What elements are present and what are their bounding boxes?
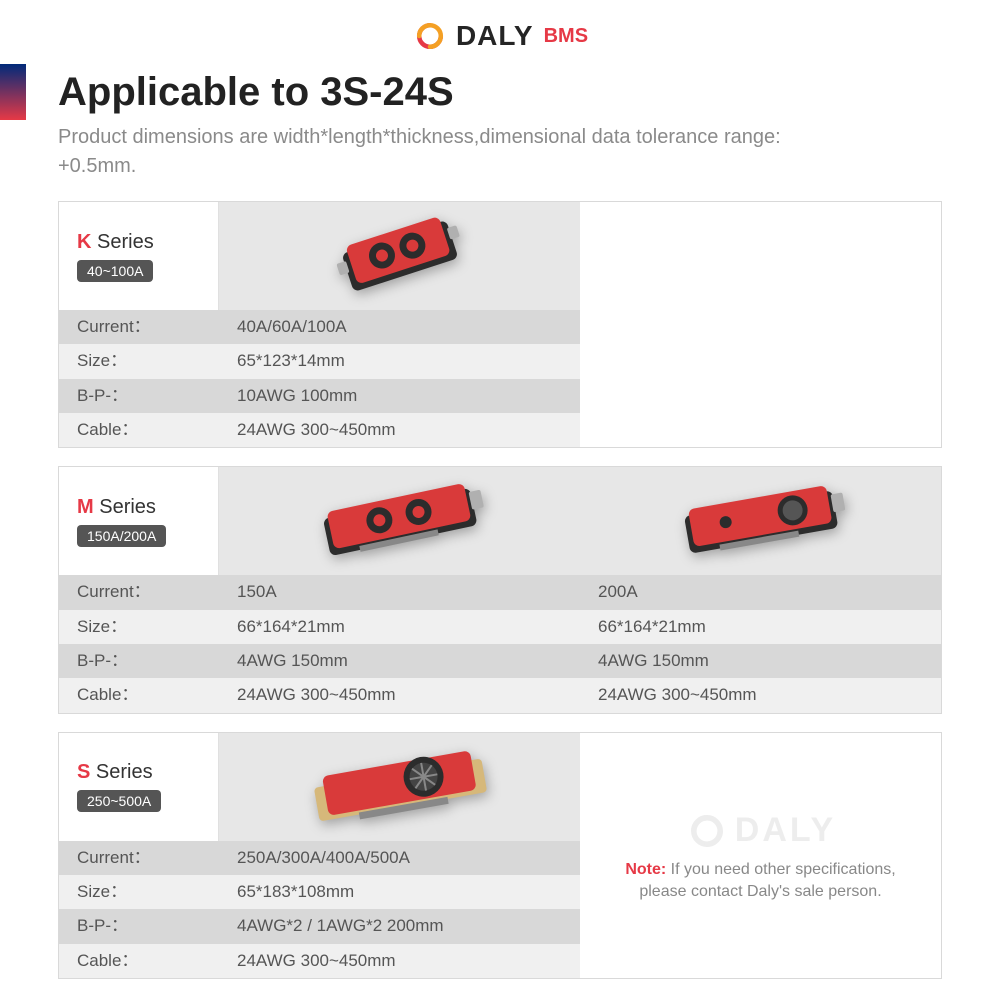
row-label: Cable： — [59, 678, 219, 712]
series-word: Series — [99, 496, 156, 518]
series-range-pill: 150A/200A — [77, 525, 166, 547]
product-image-s — [219, 733, 580, 841]
series-letter: M — [77, 496, 94, 518]
row-label: Size： — [59, 875, 219, 909]
row-label: Cable： — [59, 413, 219, 447]
spec-value: 24AWG 300~450mm — [219, 413, 580, 447]
series-letter: S — [77, 761, 90, 783]
watermark-logo: DALY — [685, 807, 836, 855]
spec-value: 65*183*108mm — [219, 875, 580, 909]
spec-value: 4AWG 150mm — [580, 644, 941, 678]
spec-value: 150A — [219, 575, 580, 609]
spec-value: 4AWG 150mm — [219, 644, 580, 678]
series-card-m: M Series 150A/200A — [59, 467, 219, 575]
page-subtitle: Product dimensions are width*length*thic… — [58, 123, 818, 181]
series-card-k: K Series 40~100A — [59, 202, 219, 310]
row-label: B-P-： — [59, 379, 219, 413]
row-label: Current： — [59, 310, 219, 344]
title-block: Applicable to 3S-24S Product dimensions … — [0, 70, 1000, 181]
series-panel-m: M Series 150A/200A — [58, 466, 942, 713]
row-label: Current： — [59, 841, 219, 875]
note-text: Note: If you need other specifications, … — [610, 859, 911, 904]
series-word: Series — [97, 231, 154, 253]
note-box: DALY Note: If you need other specificati… — [580, 733, 941, 978]
spec-value: 24AWG 300~450mm — [219, 944, 580, 978]
spec-value: 4AWG*2 / 1AWG*2 200mm — [219, 909, 580, 943]
page-title: Applicable to 3S-24S — [58, 70, 942, 115]
series-card-s: S Series 250~500A — [59, 733, 219, 841]
series-panel-k: K Series 40~100A — [58, 201, 942, 448]
spec-value: 10AWG 100mm — [219, 379, 580, 413]
brand-name: DALY — [456, 20, 534, 52]
title-accent-bar — [0, 64, 26, 120]
spec-value: 66*164*21mm — [219, 610, 580, 644]
product-image-m1 — [219, 467, 580, 575]
series-word: Series — [96, 761, 153, 783]
spec-value: 24AWG 300~450mm — [580, 678, 941, 712]
row-label: B-P-： — [59, 909, 219, 943]
product-image-m2 — [580, 467, 941, 575]
series-range-pill: 250~500A — [77, 790, 161, 812]
spec-value: 65*123*14mm — [219, 344, 580, 378]
series-range-pill: 40~100A — [77, 260, 153, 282]
brand-logo: DALY BMS — [0, 20, 1000, 52]
row-label: Size： — [59, 344, 219, 378]
spec-value: 200A — [580, 575, 941, 609]
spec-value: 250A/300A/400A/500A — [219, 841, 580, 875]
row-label: Size： — [59, 610, 219, 644]
empty-cell — [580, 202, 941, 310]
series-letter: K — [77, 231, 91, 253]
product-image-k — [219, 202, 580, 310]
logo-swirl-icon — [412, 22, 448, 50]
row-label: B-P-： — [59, 644, 219, 678]
spec-value: 24AWG 300~450mm — [219, 678, 580, 712]
spec-value: 66*164*21mm — [580, 610, 941, 644]
series-panel-s: S Series 250~500A — [58, 732, 942, 979]
row-label: Cable： — [59, 944, 219, 978]
brand-suffix: BMS — [544, 25, 588, 48]
row-label: Current： — [59, 575, 219, 609]
spec-value: 40A/60A/100A — [219, 310, 580, 344]
